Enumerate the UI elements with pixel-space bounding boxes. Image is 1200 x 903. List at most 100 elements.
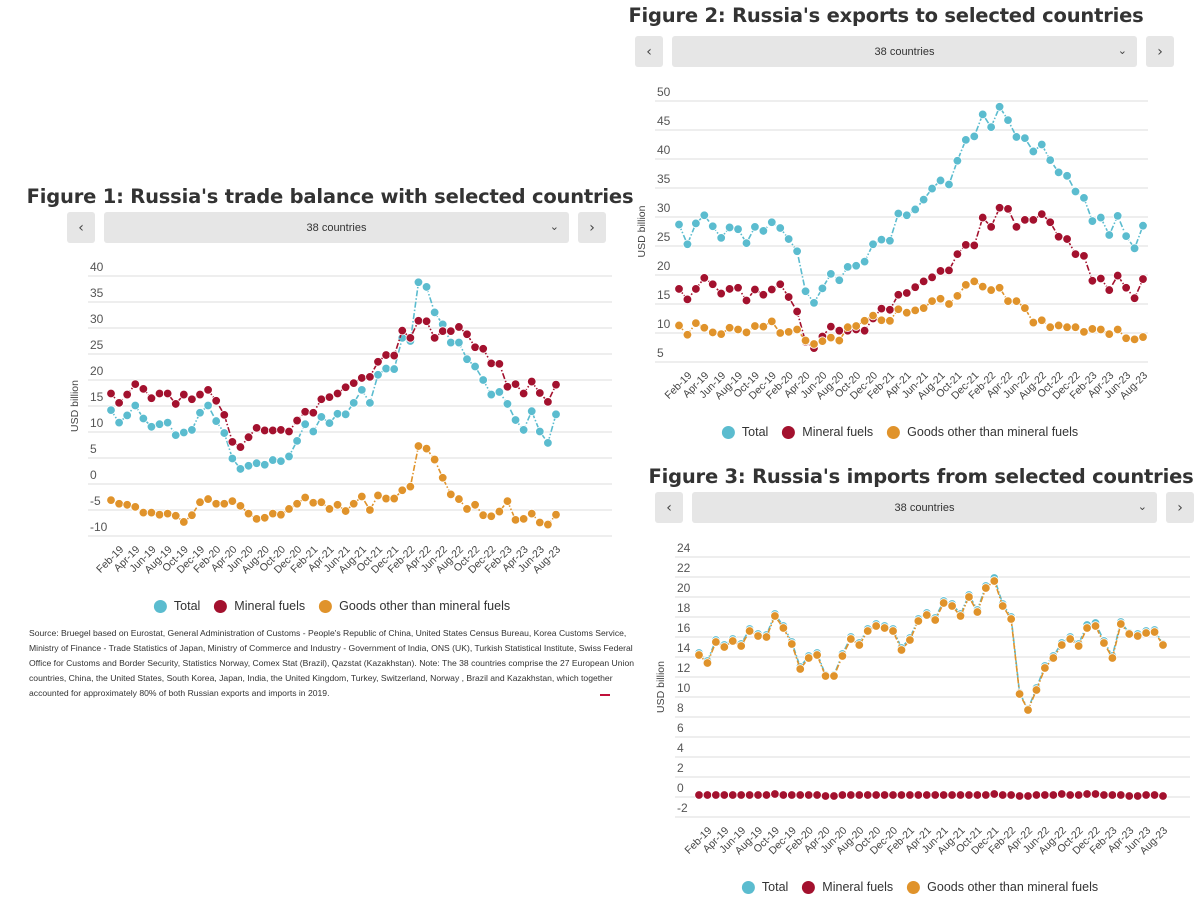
data-point[interactable] [1070, 322, 1081, 332]
data-point[interactable] [268, 425, 278, 436]
data-point[interactable] [1090, 789, 1101, 799]
data-point[interactable] [389, 493, 399, 504]
data-point[interactable] [1037, 315, 1047, 325]
data-point[interactable] [820, 671, 831, 681]
data-point[interactable] [944, 265, 954, 276]
data-point[interactable] [251, 514, 262, 524]
figure-2-next-button[interactable]: › [1146, 36, 1174, 67]
data-point[interactable] [389, 350, 399, 361]
data-point[interactable] [1003, 115, 1013, 125]
data-point[interactable] [300, 407, 310, 417]
data-point[interactable] [902, 288, 912, 298]
data-point[interactable] [324, 392, 335, 402]
data-point[interactable] [800, 286, 811, 296]
data-point[interactable] [829, 791, 839, 801]
data-point[interactable] [728, 790, 738, 800]
data-point[interactable] [1138, 220, 1148, 231]
data-point[interactable] [724, 284, 735, 294]
data-point[interactable] [1099, 790, 1109, 800]
data-point[interactable] [868, 310, 878, 321]
data-point[interactable] [365, 398, 375, 408]
data-point[interactable] [114, 417, 124, 428]
data-point[interactable] [691, 218, 701, 229]
data-point[interactable] [969, 240, 979, 251]
figure-3-next-button[interactable]: › [1166, 492, 1194, 523]
data-point[interactable] [308, 498, 318, 508]
data-point[interactable] [1112, 211, 1123, 221]
data-point[interactable] [1158, 640, 1168, 650]
data-point[interactable] [494, 506, 505, 517]
data-point[interactable] [1112, 270, 1123, 281]
data-point[interactable] [989, 789, 999, 799]
data-point[interactable] [365, 505, 375, 515]
data-point[interactable] [952, 291, 963, 301]
legend-item-total[interactable]: Total [721, 425, 768, 439]
data-point[interactable] [1099, 638, 1109, 648]
data-point[interactable] [1006, 614, 1016, 624]
data-point[interactable] [316, 497, 327, 507]
data-point[interactable] [724, 222, 735, 233]
data-point[interactable] [470, 361, 480, 372]
data-point[interactable] [405, 333, 416, 343]
data-point[interactable] [955, 611, 966, 621]
data-point[interactable] [535, 388, 545, 398]
data-point[interactable] [187, 425, 197, 435]
data-point[interactable] [551, 409, 561, 420]
data-point[interactable] [106, 405, 116, 415]
data-point[interactable] [260, 460, 270, 470]
data-point[interactable] [699, 273, 710, 283]
data-point[interactable] [1011, 132, 1022, 142]
data-point[interactable] [235, 464, 246, 474]
data-point[interactable] [276, 425, 286, 435]
data-point[interactable] [902, 307, 912, 318]
figure-1-country-select[interactable]: 38 countries ⌄ [104, 212, 569, 243]
data-point[interactable] [750, 321, 760, 331]
data-point[interactable] [998, 790, 1008, 800]
data-point[interactable] [1045, 217, 1055, 227]
data-point[interactable] [775, 328, 785, 338]
data-point[interactable] [446, 337, 456, 348]
data-point[interactable] [462, 504, 472, 514]
data-point[interactable] [787, 790, 797, 800]
data-point[interactable] [1020, 133, 1030, 143]
data-point[interactable] [775, 223, 785, 233]
data-point[interactable] [778, 790, 789, 800]
data-point[interactable] [373, 357, 383, 367]
data-point[interactable] [381, 363, 391, 374]
data-point[interactable] [518, 514, 529, 524]
data-point[interactable] [826, 269, 836, 279]
data-point[interactable] [927, 272, 937, 283]
data-point[interactable] [702, 790, 713, 800]
data-point[interactable] [905, 790, 915, 800]
data-point[interactable] [851, 321, 861, 331]
data-point[interactable] [820, 791, 831, 801]
data-point[interactable] [502, 496, 513, 506]
data-point[interactable] [211, 499, 221, 509]
data-point[interactable] [284, 451, 294, 462]
data-point[interactable] [736, 641, 746, 651]
figure-1-next-button[interactable]: › [578, 212, 606, 243]
legend-item-goods-other[interactable]: Goods other than mineral fuels [907, 880, 1098, 894]
data-point[interactable] [846, 790, 856, 800]
data-point[interactable] [758, 226, 769, 236]
figure-2-country-select[interactable]: 38 countries ⌄ [672, 36, 1137, 67]
data-point[interactable] [761, 790, 772, 800]
data-point[interactable] [130, 379, 140, 389]
data-point[interactable] [1124, 629, 1134, 639]
data-point[interactable] [972, 790, 983, 800]
data-point[interactable] [843, 322, 853, 332]
data-point[interactable] [154, 419, 165, 429]
data-point[interactable] [1023, 791, 1033, 801]
data-point[interactable] [834, 335, 844, 346]
data-point[interactable] [268, 455, 278, 465]
data-point[interactable] [682, 294, 693, 305]
data-point[interactable] [1082, 623, 1092, 633]
data-point[interactable] [694, 790, 704, 800]
data-point[interactable] [235, 501, 246, 511]
data-point[interactable] [535, 517, 545, 528]
data-point[interactable] [902, 210, 912, 220]
data-point[interactable] [203, 400, 213, 411]
data-point[interactable] [130, 502, 140, 512]
data-point[interactable] [998, 601, 1008, 611]
data-point[interactable] [927, 296, 937, 306]
